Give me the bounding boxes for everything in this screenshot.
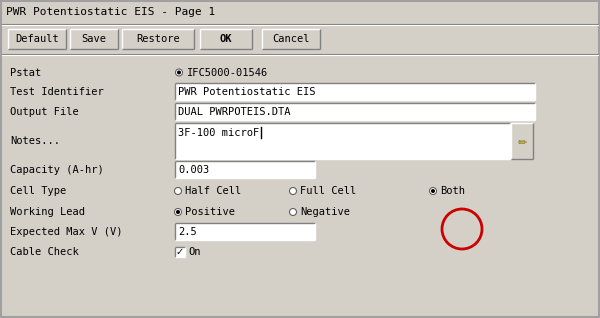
Text: Test Identifier: Test Identifier <box>10 87 104 97</box>
Text: Output File: Output File <box>10 107 79 117</box>
FancyBboxPatch shape <box>122 29 194 49</box>
Text: DUAL PWRPOTEIS.DTA: DUAL PWRPOTEIS.DTA <box>178 107 290 117</box>
Text: ✓: ✓ <box>176 247 184 258</box>
Text: IFC5000-01546: IFC5000-01546 <box>187 67 268 78</box>
FancyBboxPatch shape <box>175 123 510 159</box>
FancyBboxPatch shape <box>200 29 252 49</box>
FancyBboxPatch shape <box>175 83 535 100</box>
FancyBboxPatch shape <box>8 29 66 49</box>
Circle shape <box>290 209 296 216</box>
FancyBboxPatch shape <box>175 223 315 240</box>
Circle shape <box>290 188 296 195</box>
Text: 2.5: 2.5 <box>178 227 197 237</box>
Text: Cancel: Cancel <box>272 34 310 44</box>
Text: Expected Max V (V): Expected Max V (V) <box>10 227 122 237</box>
Text: 0.003: 0.003 <box>178 165 209 175</box>
Text: Pstat: Pstat <box>10 67 41 78</box>
Text: Full Cell: Full Cell <box>300 186 356 196</box>
Text: PWR Potentiostatic EIS: PWR Potentiostatic EIS <box>178 87 316 97</box>
FancyBboxPatch shape <box>511 123 533 159</box>
Circle shape <box>176 210 180 214</box>
Circle shape <box>175 209 182 216</box>
Circle shape <box>177 71 181 74</box>
FancyBboxPatch shape <box>175 161 315 178</box>
Text: On: On <box>188 247 200 257</box>
Text: Restore: Restore <box>136 34 180 44</box>
FancyBboxPatch shape <box>175 247 185 257</box>
Text: Positive: Positive <box>185 207 235 217</box>
FancyBboxPatch shape <box>70 29 118 49</box>
Text: Capacity (A-hr): Capacity (A-hr) <box>10 165 104 175</box>
Text: Working Lead: Working Lead <box>10 207 85 217</box>
Text: PWR Potentiostatic EIS - Page 1: PWR Potentiostatic EIS - Page 1 <box>6 7 215 17</box>
Circle shape <box>430 188 437 195</box>
Text: Cell Type: Cell Type <box>10 186 66 196</box>
Text: Negative: Negative <box>300 207 350 217</box>
Text: 3F-100 microF: 3F-100 microF <box>178 128 259 138</box>
FancyBboxPatch shape <box>175 103 535 120</box>
Text: Default: Default <box>15 34 59 44</box>
Circle shape <box>431 189 435 193</box>
Text: Notes...: Notes... <box>10 136 60 146</box>
Circle shape <box>175 188 182 195</box>
Circle shape <box>176 69 182 76</box>
Text: Both: Both <box>440 186 465 196</box>
Text: Half Cell: Half Cell <box>185 186 241 196</box>
Text: OK: OK <box>220 34 232 44</box>
Text: Cable Check: Cable Check <box>10 247 79 257</box>
FancyBboxPatch shape <box>262 29 320 49</box>
Text: Save: Save <box>82 34 107 44</box>
Text: ✏: ✏ <box>517 138 527 148</box>
